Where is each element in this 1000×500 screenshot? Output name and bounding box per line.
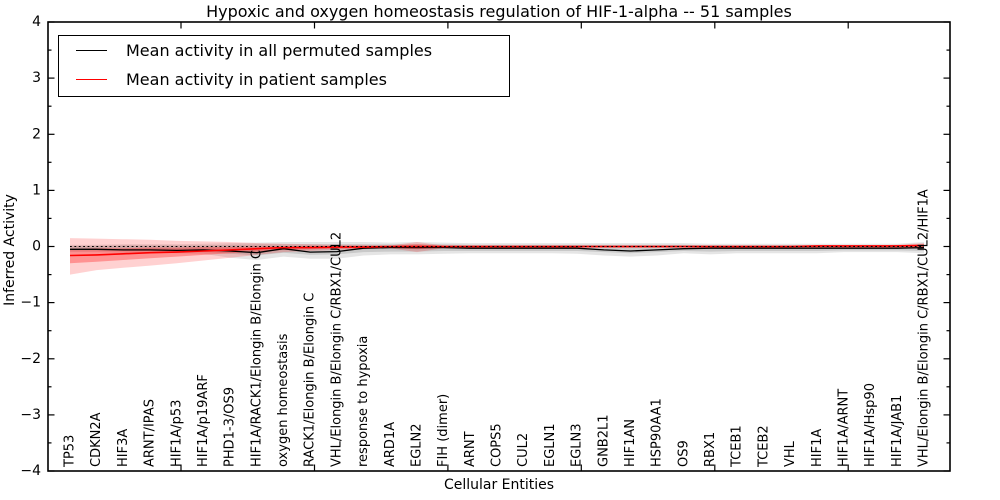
x-tick-label: CUL2 <box>516 433 531 467</box>
y-tick-label: −1 <box>20 295 41 311</box>
x-tick-label: VHL/Elongin B/Elongin C/RBX1/CUL2 <box>329 232 344 467</box>
y-tick-label: 4 <box>32 14 41 30</box>
x-tick-label: VHL/Elongin B/Elongin C/RBX1/CUL2/HIF1A <box>917 189 932 467</box>
x-tick-label: TP53 <box>63 435 78 468</box>
x-tick-label: HIF1A/p19ARF <box>196 374 211 467</box>
y-tick-label: −4 <box>20 463 41 479</box>
y-tick-label: −3 <box>20 407 41 423</box>
x-tick-label: RACK1/Elongin B/Elongin C <box>303 293 318 467</box>
x-tick-label: HIF1A/ARNT <box>836 389 851 467</box>
x-tick-label: HSP90AA1 <box>650 398 665 467</box>
x-tick-label: COPS5 <box>490 423 505 467</box>
chart-title: Hypoxic and oxygen homeostasis regulatio… <box>206 2 792 21</box>
x-tick-label: ARNT/IPAS <box>143 399 158 467</box>
x-tick-label: TCEB1 <box>730 425 745 468</box>
legend-item-patient: Mean activity in patient samples <box>59 65 509 94</box>
legend-item-permuted: Mean activity in all permuted samples <box>59 36 509 65</box>
x-tick-label: EGLN3 <box>570 423 585 467</box>
x-tick-label: EGLN1 <box>543 423 558 467</box>
y-tick-label: 1 <box>32 182 41 198</box>
x-tick-label: VHL <box>783 440 798 467</box>
x-tick-label: HIF1A/RACK1/Elongin B/Elongin C <box>249 250 264 467</box>
y-tick-label: −2 <box>20 351 41 367</box>
x-tick-label: HIF1A/Hsp90 <box>863 383 878 467</box>
x-tick-label: ARD1A <box>383 422 398 467</box>
x-tick-label: HIF1AN <box>623 419 638 467</box>
x-tick-label: RBX1 <box>703 432 718 467</box>
y-tick-label: 0 <box>32 239 41 255</box>
x-tick-label: FIH (dimer) <box>436 394 451 467</box>
x-tick-label: EGLN2 <box>409 423 424 467</box>
x-axis-label: Cellular Entities <box>443 477 555 493</box>
permuted-line-sample <box>76 50 107 51</box>
x-tick-label: CDKN2A <box>89 412 104 467</box>
x-tick-label: HIF1A/JAB1 <box>890 395 905 467</box>
x-tick-label: ARNT <box>463 431 478 467</box>
x-tick-label: PHD1-3/OS9 <box>223 387 238 467</box>
x-tick-label: TCEB2 <box>756 425 771 468</box>
legend-item-label: Mean activity in patient samples <box>126 70 387 89</box>
y-tick-label: 3 <box>32 70 41 86</box>
legend-item-label: Mean activity in all permuted samples <box>126 41 433 60</box>
x-tick-label: OS9 <box>676 440 691 467</box>
patient-line-sample <box>76 79 107 80</box>
x-tick-label: GNB2L1 <box>596 414 611 467</box>
legend: Mean activity in all permuted samples Me… <box>58 35 510 97</box>
x-tick-label: HIF1A <box>810 429 825 467</box>
y-tick-label: 2 <box>32 126 41 142</box>
x-tick-label: HIF1A/p53 <box>169 400 184 467</box>
x-tick-label: oxygen homeostasis <box>276 333 291 467</box>
x-tick-label: HIF3A <box>116 429 131 467</box>
x-tick-label: response to hypoxia <box>356 336 371 467</box>
